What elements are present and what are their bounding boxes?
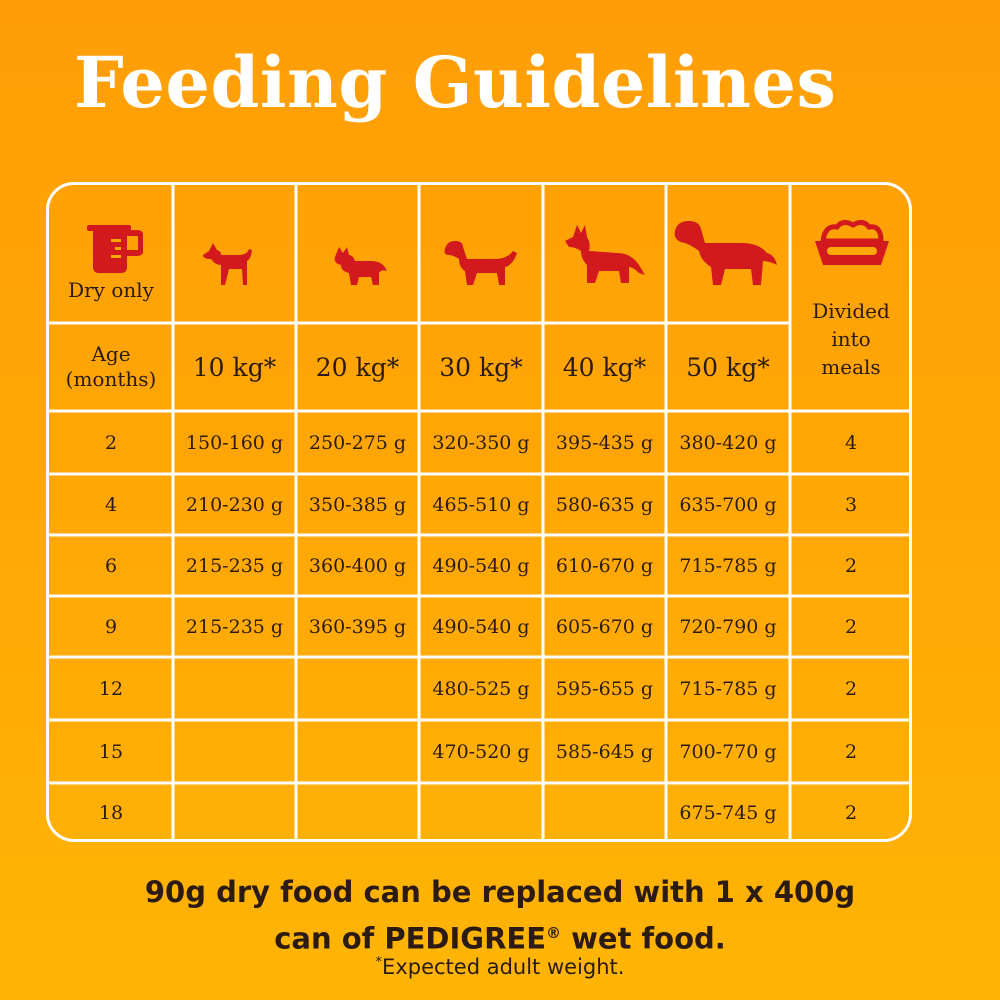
weight-header: 20 kg* [315,352,400,382]
amount-cell: 215-235 g [185,554,284,577]
feeding-table: Dry only Age (months) 10 kg* 20 kg* 30 kg*… [46,182,912,842]
amount-cell [296,720,419,783]
amount-cell: 470-520 g [432,740,530,763]
meals-cell: 2 [844,801,858,824]
amount-cell: 215-235 g [185,615,284,638]
meals-cell: 2 [844,677,858,700]
amount-cell: 360-400 g [308,554,407,577]
amount-cell [296,657,419,720]
weight-header: 10 kg* [192,352,277,382]
amount-cell: 610-670 g [555,554,654,577]
amount-cell [296,783,419,839]
age-cell: 6 [104,554,118,577]
meals-cell: 3 [844,493,858,516]
amount-cell: 360-395 g [308,615,407,638]
footer-line1: 90g dry food can be replaced with 1 x 40… [144,875,856,909]
weight-header: 40 kg* [562,352,647,382]
amount-cell: 250-275 g [308,431,407,454]
footer-line2-pre: can of PEDIGREE [274,921,547,956]
amount-cell [543,783,666,839]
age-header-line1: Age [91,342,131,366]
small-dog-icon [203,243,252,285]
weight-header: 50 kg* [686,352,770,382]
amount-cell: 150-160 g [185,431,284,454]
amount-cell [419,783,543,839]
amount-cell [173,783,296,839]
amount-cell: 490-540 g [432,554,530,577]
footnote-asterisk: * [375,955,383,970]
amount-cell: 675-745 g [679,801,777,824]
table-grid [49,185,909,839]
measuring-cup-icon [87,225,143,273]
amount-cell: 465-510 g [432,493,530,516]
meals-header: Divided into meals [790,289,909,389]
amount-cell: 320-350 g [432,431,530,454]
age-cell: 12 [98,677,124,700]
amount-cell: 700-770 g [679,740,777,763]
meals-header-line3: meals [821,355,881,379]
footer-line2-post: wet food. [561,921,726,956]
amount-cell: 635-700 g [679,493,777,516]
amount-cell: 715-785 g [679,554,777,577]
meals-cell: 2 [844,615,858,638]
age-header-line2: (months) [65,367,157,391]
setter-dog-icon [444,241,517,285]
amount-cell [173,720,296,783]
page-title: Feeding Guidelines [74,41,837,124]
amount-cell: 480-525 g [432,677,530,700]
weight-header: 30 kg* [439,352,523,382]
amount-cell: 490-540 g [432,615,530,638]
footer-line2: can of PEDIGREE® wet food. [0,913,1000,959]
meals-cell: 2 [844,554,858,577]
age-cell: 15 [98,740,124,763]
footnote-text: Expected adult weight. [382,955,625,979]
amount-cell [173,657,296,720]
age-cell: 4 [104,493,118,516]
age-cell: 9 [104,615,118,638]
food-bowl-icon [815,219,889,265]
age-cell: 18 [98,801,124,824]
meals-cell: 2 [844,740,858,763]
amount-cell: 605-670 g [555,615,654,638]
meals-header-line1: Divided [812,299,890,323]
amount-cell: 585-645 g [555,740,654,763]
amount-cell: 210-230 g [185,493,284,516]
medium-dog-icon [334,247,387,285]
amount-cell: 580-635 g [555,493,654,516]
registered-mark: ® [546,924,562,942]
dry-only-label: Dry only [68,278,154,302]
meals-header-line2: into [831,327,871,351]
amount-cell: 395-435 g [555,431,654,454]
amount-cell: 595-655 g [555,677,654,700]
age-cell: 2 [104,431,118,454]
shepherd-dog-icon [565,225,645,283]
amount-cell: 350-385 g [308,493,407,516]
footnote: *Expected adult weight. [0,955,1000,979]
amount-cell: 720-790 g [679,615,777,638]
meals-cell: 4 [844,431,858,454]
amount-cell: 715-785 g [679,677,777,700]
large-dog-icon [674,221,777,285]
amount-cell: 380-420 g [679,431,777,454]
age-header: Age (months) [49,323,173,411]
